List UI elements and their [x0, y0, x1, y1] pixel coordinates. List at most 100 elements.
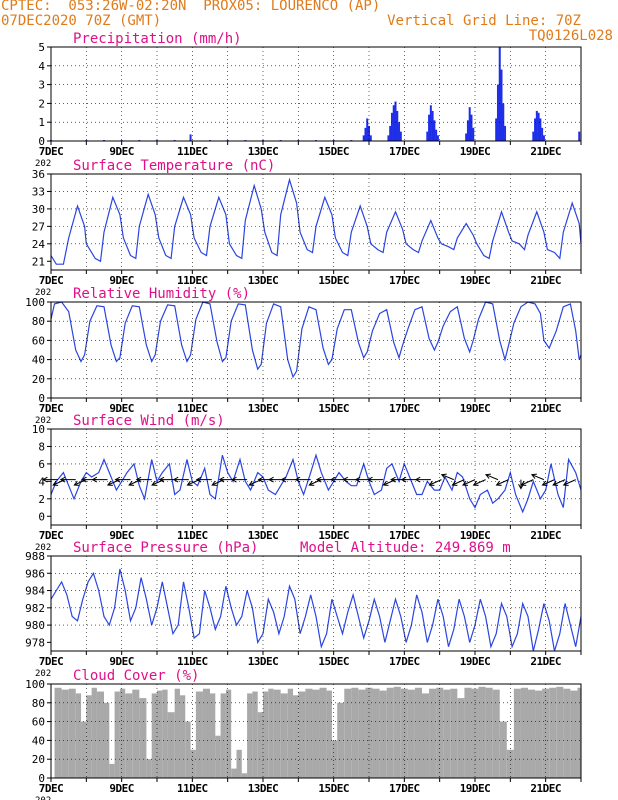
precip-bar	[535, 110, 538, 141]
x-tick-label: 17DEC	[389, 655, 420, 668]
x-tick-label: 11DEC	[177, 529, 208, 542]
x-tick-label: 11DEC	[177, 402, 208, 415]
cloud-cover-bar	[96, 691, 104, 778]
cloud-cover-bar	[563, 688, 571, 778]
cloud-cover-bar	[225, 689, 232, 778]
x-tick-label: 7DEC	[39, 145, 64, 158]
x-tick-label: 13DEC	[248, 529, 279, 542]
x-tick-label: 9DEC	[109, 402, 134, 415]
cloud-cover-bar	[231, 768, 237, 778]
wind-vector	[485, 474, 499, 481]
x-tick-label: 19DEC	[460, 655, 491, 668]
cloud-cover-bar	[185, 721, 191, 778]
panel-title: Surface Pressure (hPa)	[73, 540, 258, 556]
cloud-cover-bar	[450, 688, 458, 778]
panel-title: Precipitation (mm/h)	[73, 31, 242, 47]
wind-vector	[429, 479, 442, 486]
cloud-cover-bar	[520, 687, 528, 778]
x-tick-label: 21DEC	[530, 529, 561, 542]
y-tick-label: 3	[38, 79, 45, 92]
y-tick-label: 10	[32, 423, 45, 436]
cloud-cover-bar	[485, 687, 493, 778]
x-tick-label: 9DEC	[109, 782, 134, 795]
x-tick-label: 7DEC	[39, 402, 64, 415]
x-year-label: 202	[35, 796, 51, 800]
header-model-code: TQ0126L028	[528, 28, 613, 44]
precip-bar	[362, 135, 365, 141]
cloud-cover-bar	[273, 689, 281, 778]
cloud-cover-bar	[210, 693, 216, 778]
x-year-label: 202	[35, 288, 51, 298]
cloud-cover-bar	[75, 693, 82, 778]
wind-vector-head	[211, 480, 218, 486]
cloud-cover-bar	[195, 691, 203, 778]
cloud-cover-bar	[351, 687, 359, 778]
y-tick-label: 2	[38, 493, 45, 506]
cloud-cover-bar	[492, 689, 500, 778]
wind-vector-head	[158, 476, 165, 483]
y-tick-label: 8	[38, 440, 45, 453]
cloud-cover-bar	[326, 690, 332, 778]
header-grid-line: Vertical Grid Line: 70Z	[387, 13, 581, 29]
precip-bar	[394, 101, 397, 141]
x-tick-label: 13DEC	[248, 145, 279, 158]
precip-bar	[472, 127, 475, 141]
wind-vector-head	[530, 473, 537, 479]
cloud-cover-bar	[61, 689, 69, 778]
y-tick-label: 36	[32, 168, 45, 181]
panel-temp: 21 24 27 30 33 36 7DEC 9DEC 11DEC 13DEC 15DEC 17DEC…	[32, 158, 582, 298]
wind-vector-head	[390, 476, 396, 483]
y-tick-label: 80	[32, 697, 45, 710]
precip-bar	[466, 120, 469, 141]
panel-annotation: Model Altitude: 249.869 m	[300, 540, 511, 556]
cloud-cover-bar	[157, 690, 163, 778]
cloud-cover-bar	[478, 686, 486, 778]
y-tick-label: 0	[38, 772, 45, 785]
y-tick-label: 80	[32, 315, 45, 328]
cloud-cover-bar	[104, 702, 110, 778]
y-tick-label: 24	[32, 238, 46, 251]
precip-bar	[390, 112, 393, 141]
panel-title: Relative Humidity (%)	[73, 286, 250, 302]
precip-bar	[398, 122, 401, 141]
cloud-cover-bar	[422, 693, 430, 778]
wind-vector-head	[472, 480, 479, 486]
y-tick-label: 60	[32, 716, 45, 729]
cloud-cover-bar	[151, 693, 157, 778]
y-tick-label: 0	[38, 392, 45, 405]
wind-vector-head	[520, 480, 527, 486]
cloud-cover-bar	[268, 688, 274, 778]
cloud-cover-bar	[146, 759, 152, 778]
panel-pressure: 978 980 982 984 986 988 7DEC 9DEC 11DEC 13DEC 15DE…	[25, 540, 582, 679]
wind-vector-head	[257, 476, 264, 483]
x-tick-label: 15DEC	[318, 529, 349, 542]
y-tick-label: 100	[25, 296, 45, 309]
cloud-cover-bar	[344, 688, 352, 778]
x-tick-label: 11DEC	[177, 145, 208, 158]
precip-bar	[189, 134, 192, 141]
cloud-cover-bar	[68, 688, 76, 778]
precip-bar	[541, 127, 544, 141]
cloud-cover-bar	[372, 688, 380, 778]
wind-vector-head	[73, 480, 80, 486]
cloud-cover-bar	[86, 695, 92, 778]
x-tick-label: 17DEC	[389, 402, 420, 415]
cloud-cover-bar	[331, 740, 338, 778]
y-tick-label: 0	[38, 135, 45, 148]
wind-vector-head	[186, 480, 193, 486]
y-tick-label: 978	[25, 636, 45, 649]
cloud-cover-bar	[499, 721, 507, 778]
y-tick-label: 982	[25, 602, 45, 615]
x-tick-label: 15DEC	[318, 655, 349, 668]
x-tick-label: 17DEC	[389, 782, 420, 795]
precip-bar	[498, 47, 501, 141]
cloud-cover-bar	[513, 688, 521, 778]
cloud-cover-bar	[263, 691, 269, 778]
x-tick-label: 11DEC	[177, 782, 208, 795]
precip-bar	[369, 135, 372, 141]
cloud-cover-bar	[358, 689, 366, 778]
wind-vector-head	[495, 480, 502, 486]
precip-bar	[534, 118, 537, 141]
wind-vector	[531, 474, 545, 481]
y-tick-label: 980	[25, 619, 45, 632]
